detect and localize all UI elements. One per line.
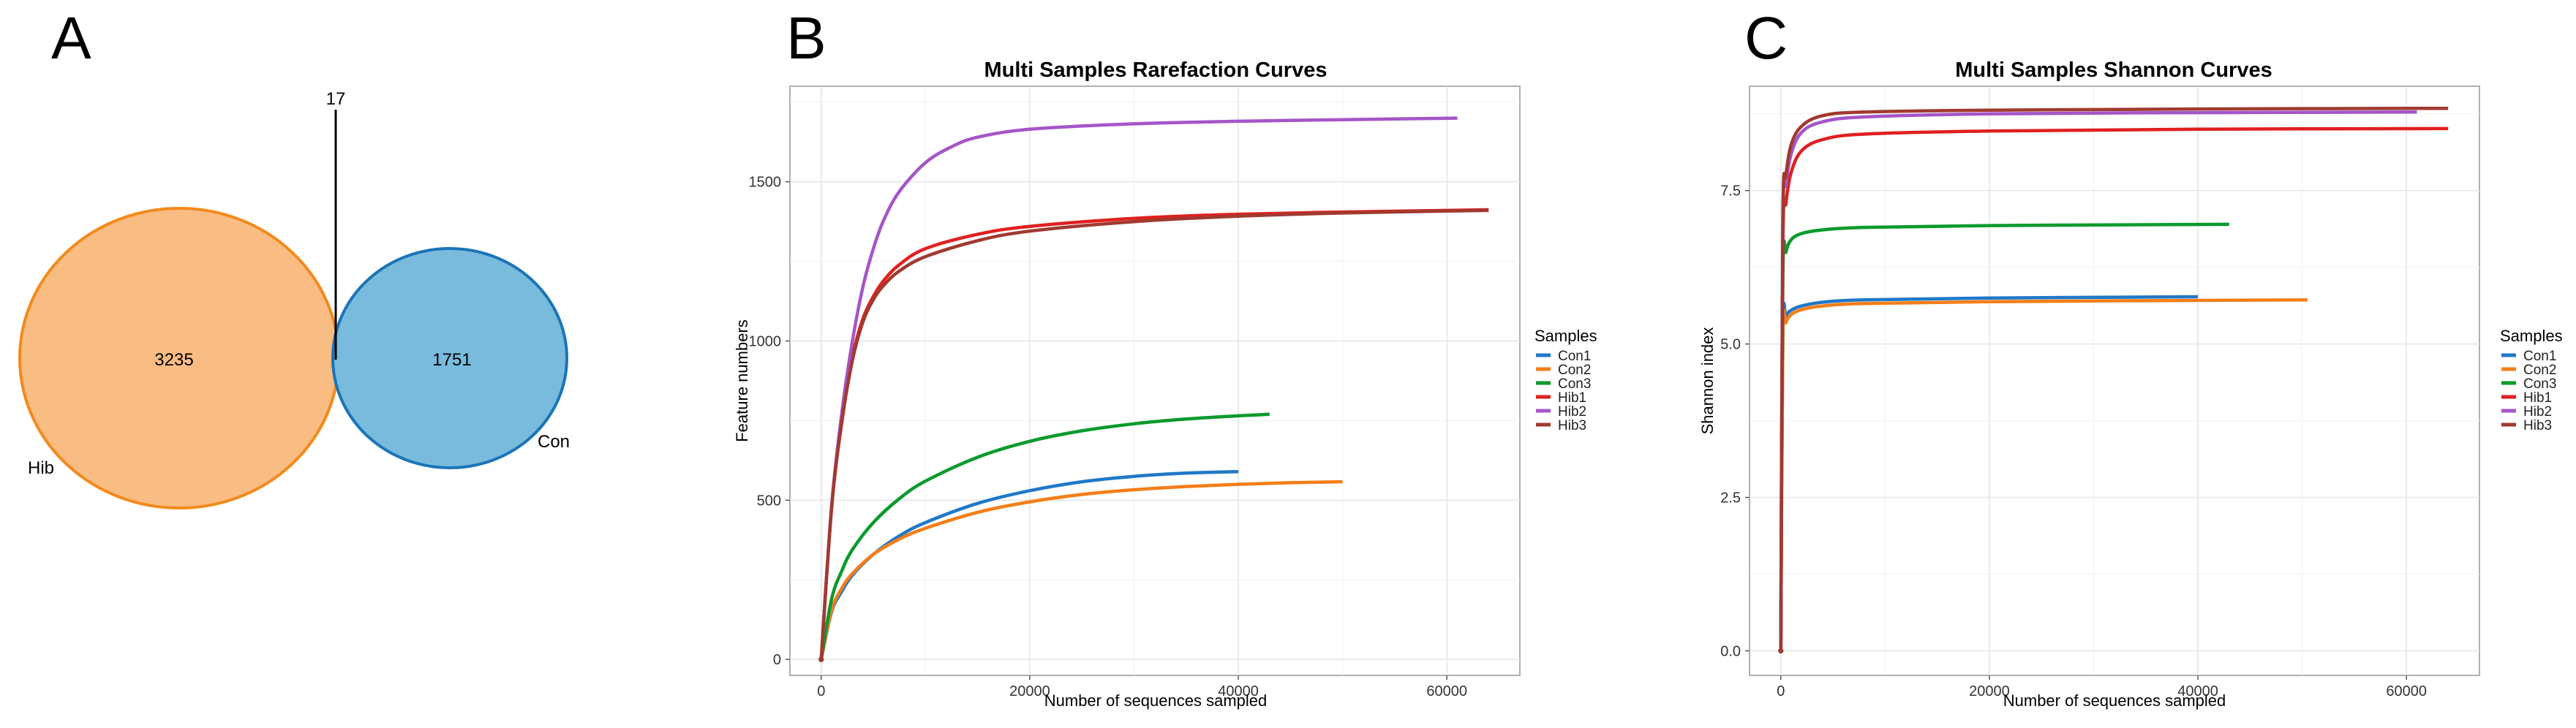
rarefaction-y-tick-label: 0 bbox=[773, 652, 781, 668]
shannon-plot-area bbox=[1749, 86, 2480, 676]
rarefaction-ticks: 0 20000 40000 60000 0 500 1000 1500 bbox=[749, 175, 1468, 699]
rarefaction-chart: Multi Samples Rarefaction Curves 0 20000 4… bbox=[733, 58, 1597, 710]
rarefaction-legend-label-hib1: Hib1 bbox=[1558, 390, 1586, 406]
rarefaction-legend-label-hib3: Hib3 bbox=[1558, 418, 1586, 433]
rarefaction-x-tick-label: 0 bbox=[817, 683, 825, 699]
shannon-y-tick-label: 0.0 bbox=[1720, 643, 1741, 659]
shannon-x-tick-label: 40000 bbox=[2177, 683, 2218, 699]
panel-letter-c: C bbox=[1744, 5, 1788, 72]
shannon-legend-label-hib1: Hib1 bbox=[2523, 390, 2552, 406]
rarefaction-series-line-con2 bbox=[819, 479, 1343, 660]
rarefaction-x-tick-label: 20000 bbox=[1009, 683, 1050, 699]
shannon-legend-label-con1: Con1 bbox=[2523, 349, 2556, 364]
shannon-chart: Multi Samples Shannon Curves 0 20000 40000… bbox=[1698, 58, 2563, 710]
shannon-y-tick-label: 7.5 bbox=[1720, 183, 1741, 200]
rarefaction-series-start-point-hib3 bbox=[818, 656, 824, 662]
venn-overlap-count: 17 bbox=[326, 89, 346, 109]
shannon-series-start-point-hib3 bbox=[1778, 648, 1784, 653]
rarefaction-chart-title: Multi Samples Rarefaction Curves bbox=[984, 58, 1327, 82]
shannon-x-tick-label: 0 bbox=[1777, 683, 1785, 699]
rarefaction-series-line-con3 bbox=[819, 412, 1270, 660]
venn-circle-con bbox=[331, 247, 568, 469]
shannon-legend-label-hib2: Hib2 bbox=[2523, 404, 2552, 420]
rarefaction-x-axis-title: Number of sequences sampled bbox=[1044, 691, 1268, 710]
rarefaction-legend-label-con1: Con1 bbox=[1558, 349, 1591, 364]
venn-con-count: 1751 bbox=[432, 350, 471, 370]
rarefaction-y-axis-title: Feature numbers bbox=[733, 319, 751, 442]
shannon-ticks: 0 20000 40000 60000 0.0 2.5 5.0 7.5 bbox=[1720, 183, 2427, 699]
shannon-x-tick-label: 60000 bbox=[2386, 683, 2427, 699]
rarefaction-y-tick-label: 500 bbox=[757, 493, 781, 509]
shannon-x-axis-title: Number of sequences sampled bbox=[2003, 691, 2226, 710]
rarefaction-legend-label-con3: Con3 bbox=[1558, 376, 1591, 392]
shannon-y-tick-label: 5.0 bbox=[1720, 337, 1741, 353]
rarefaction-y-tick-label: 1000 bbox=[749, 334, 782, 350]
venn-con-label: Con bbox=[538, 432, 570, 452]
rarefaction-series-group bbox=[818, 116, 1489, 662]
rarefaction-legend-label-hib2: Hib2 bbox=[1558, 404, 1586, 420]
shannon-legend-label-hib3: Hib3 bbox=[2523, 418, 2552, 433]
shannon-y-axis-title: Shannon index bbox=[1698, 327, 1717, 435]
venn-hib-count: 3235 bbox=[154, 350, 193, 370]
venn-diagram: 17 3235 1751 Hib Con bbox=[18, 89, 570, 509]
shannon-x-tick-label: 20000 bbox=[1969, 683, 2010, 699]
rarefaction-legend-label-con2: Con2 bbox=[1558, 363, 1591, 378]
panel-letter-a: A bbox=[51, 5, 91, 72]
shannon-y-tick-label: 2.5 bbox=[1720, 490, 1741, 507]
shannon-series-group bbox=[1778, 106, 2449, 653]
rarefaction-y-tick-label: 1500 bbox=[749, 175, 782, 191]
rarefaction-legend-title: Samples bbox=[1534, 327, 1597, 345]
rarefaction-grid bbox=[790, 86, 1520, 675]
rarefaction-x-tick-label: 60000 bbox=[1426, 683, 1467, 699]
rarefaction-x-tick-label: 40000 bbox=[1218, 683, 1259, 699]
shannon-chart-title: Multi Samples Shannon Curves bbox=[1955, 58, 2272, 82]
shannon-legend-label-con3: Con3 bbox=[2523, 376, 2556, 392]
shannon-legend-title: Samples bbox=[2500, 327, 2563, 345]
venn-hib-label: Hib bbox=[28, 458, 54, 478]
shannon-series-line-hib3 bbox=[1779, 106, 2449, 651]
rarefaction-series-line-hib3 bbox=[819, 208, 1489, 660]
rarefaction-plot-area bbox=[789, 86, 1521, 676]
panel-letter-b: B bbox=[786, 5, 826, 72]
shannon-legend-label-con2: Con2 bbox=[2523, 363, 2556, 378]
